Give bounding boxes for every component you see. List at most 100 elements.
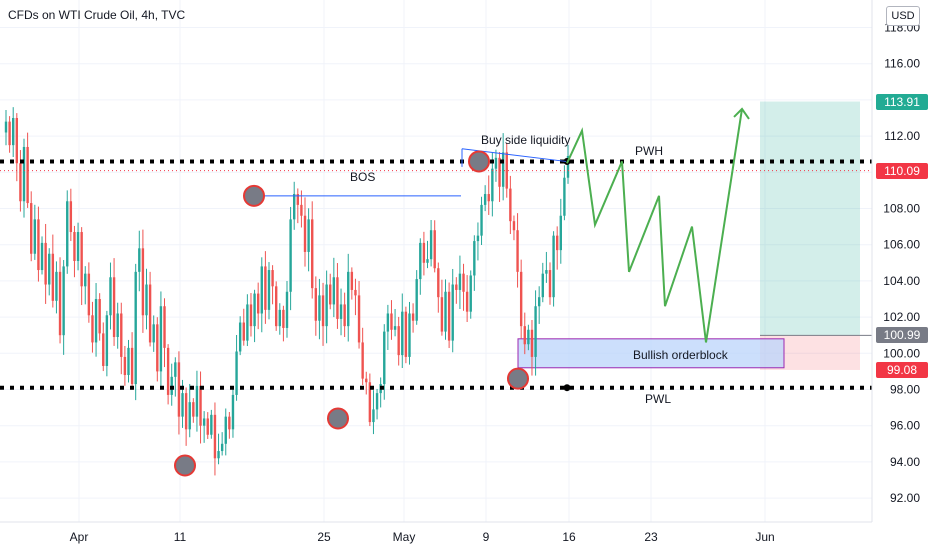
candle-body [253, 293, 256, 327]
candle-body [311, 219, 314, 289]
price-label-current: 110.09 [876, 162, 928, 179]
candle-body [177, 362, 181, 417]
candle-body [451, 284, 454, 341]
candle-body [19, 163, 22, 202]
candle-body [267, 270, 271, 310]
candle-body [505, 152, 508, 189]
candle-body [48, 253, 51, 285]
candle-body [102, 333, 105, 366]
candle-body [411, 313, 415, 321]
candle-body [138, 248, 141, 272]
y-tick-label: 116.00 [884, 57, 920, 71]
candle-body [120, 313, 123, 357]
candle-body [415, 279, 418, 321]
candle-body [55, 271, 58, 301]
candle-body [365, 378, 368, 383]
candles [4, 107, 570, 476]
candle-body [274, 286, 278, 327]
candle-body [210, 414, 213, 435]
swing-point-marker [468, 150, 490, 173]
candle-body [213, 414, 217, 459]
candle-body [462, 273, 465, 292]
candle-body [98, 299, 101, 334]
y-tick-label: 112.00 [884, 129, 920, 143]
candle-body [498, 157, 501, 187]
candle-body [501, 152, 505, 187]
projection-path [566, 108, 743, 343]
candle-body [433, 230, 436, 269]
candle-body [112, 277, 116, 338]
candle-body [278, 309, 281, 327]
swing-point-marker [327, 407, 349, 430]
candle-body [202, 418, 206, 426]
candle-body [440, 297, 444, 332]
candle-body [437, 268, 440, 298]
candle-body [422, 242, 426, 263]
candle-body [12, 118, 15, 146]
currency-button[interactable]: USD [886, 6, 920, 26]
candle-body [285, 291, 289, 328]
candle-body [8, 121, 11, 146]
candle-body [293, 194, 296, 220]
annotation-bos: BOS [350, 170, 376, 184]
candle-body [537, 297, 541, 307]
candle-body [166, 347, 170, 395]
candle-body [541, 273, 544, 298]
candle-body [94, 299, 98, 343]
candle-body [217, 451, 220, 459]
swing-point-marker [174, 454, 196, 477]
candle-body [231, 394, 235, 430]
candle-body [188, 402, 191, 430]
candle-body [383, 331, 386, 385]
candle-body [37, 219, 40, 271]
candle-body [184, 393, 188, 430]
x-tick-label: 11 [174, 530, 187, 544]
candle-body [523, 326, 526, 345]
candle-body [15, 118, 19, 164]
price-label-entry: 100.99 [876, 327, 928, 344]
grid [0, 0, 872, 522]
candle-body [66, 201, 69, 267]
candle-body [62, 266, 65, 336]
y-tick-label: 100.00 [883, 346, 920, 360]
candle-body [343, 304, 346, 327]
candle-body [4, 121, 8, 133]
profit-zone [760, 101, 860, 336]
candle-body [109, 277, 112, 316]
projection-arrowhead [733, 107, 750, 120]
candle-body [350, 271, 354, 290]
candle-body [566, 156, 570, 178]
candle-body [300, 204, 303, 216]
candle-body [242, 322, 245, 341]
candle-body [40, 242, 44, 271]
candle-body [404, 311, 408, 357]
candle-body [357, 295, 361, 343]
zones [517, 101, 872, 370]
candle-body [444, 291, 447, 332]
x-tick-label: Apr [70, 530, 89, 544]
x-tick-label: 25 [317, 530, 331, 544]
orderblock-zone [517, 338, 785, 369]
candle-body [559, 215, 562, 251]
candle-body [224, 416, 227, 444]
price-label-target: 113.91 [876, 93, 928, 110]
candle-body [393, 326, 397, 330]
candle-body [303, 215, 307, 252]
candle-body [145, 284, 148, 316]
candle-body [44, 242, 47, 285]
y-tick-label: 106.00 [883, 238, 920, 252]
candle-body [512, 221, 516, 231]
candle-body [156, 324, 159, 372]
candle-body [354, 289, 357, 296]
candle-body [195, 385, 199, 417]
candle-body [530, 329, 534, 357]
candle-body [289, 219, 292, 292]
candle-body [256, 293, 260, 314]
candle-body [329, 284, 332, 305]
candle-body [264, 266, 267, 310]
candle-body [372, 409, 375, 423]
x-tick-label: May [393, 530, 416, 544]
candle-body [134, 271, 137, 385]
